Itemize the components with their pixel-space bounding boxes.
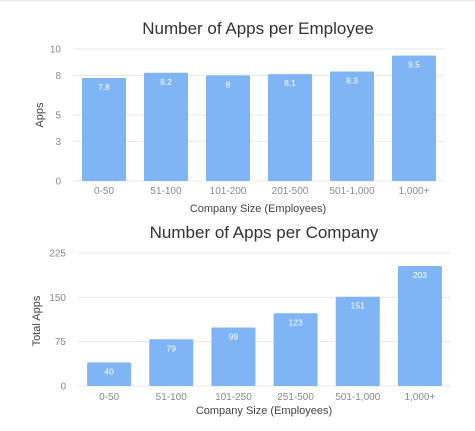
- data-label: 8.1: [284, 78, 296, 88]
- bar: [268, 74, 312, 181]
- top-border: [0, 0, 475, 1]
- bar: [392, 55, 436, 181]
- y-axis-label: Apps: [34, 102, 46, 128]
- y-tick-label: 225: [49, 249, 66, 260]
- bar: [335, 296, 380, 386]
- bar: [149, 339, 194, 386]
- x-tick-label: 501-1,000: [329, 186, 374, 197]
- x-tick-label: 0-50: [99, 392, 119, 403]
- x-tick-label: 251-500: [277, 392, 314, 403]
- data-label: 151: [351, 301, 365, 311]
- y-tick-label: 0: [60, 382, 66, 393]
- x-tick-label: 51-100: [156, 392, 188, 403]
- x-axis-label: Company Size (Employees): [196, 405, 332, 417]
- bar: [211, 327, 256, 386]
- y-axis-label: Total Apps: [31, 295, 43, 346]
- bar: [330, 71, 374, 181]
- bar: [144, 72, 188, 181]
- x-tick-label: 101-250: [215, 392, 252, 403]
- bar: [87, 362, 132, 386]
- data-label: 8.2: [160, 77, 172, 87]
- y-tick-label: 75: [55, 337, 67, 348]
- x-tick-label: 101-200: [210, 186, 247, 197]
- data-label: 8: [226, 79, 231, 89]
- data-label: 8.3: [346, 75, 358, 85]
- y-tick-label: 5: [55, 111, 61, 122]
- chart-title: Number of Apps per Company: [150, 223, 379, 242]
- x-tick-label: 201-500: [272, 186, 309, 197]
- x-tick-label: 1,000+: [404, 392, 435, 403]
- x-tick-label: 51-100: [150, 186, 182, 197]
- data-label: 123: [288, 317, 302, 327]
- data-label: 7.8: [98, 82, 110, 92]
- y-tick-label: 150: [49, 293, 66, 304]
- apps-per-employee-chart: Number of Apps per Employee Apps Company…: [34, 19, 445, 215]
- apps-per-company-chart: Number of Apps per Company Total Apps Co…: [31, 223, 451, 417]
- bar: [82, 78, 126, 181]
- y-tick-label: 0: [55, 177, 61, 188]
- y-tick-label: 3: [55, 137, 61, 148]
- x-tick-label: 501-1,000: [335, 392, 380, 403]
- data-label: 99: [229, 331, 239, 341]
- y-tick-label: 10: [50, 45, 62, 56]
- x-tick-label: 0-50: [94, 186, 114, 197]
- data-label: 40: [104, 366, 114, 376]
- bar: [206, 75, 250, 181]
- chart-title: Number of Apps per Employee: [142, 19, 374, 38]
- x-tick-label: 1,000+: [399, 186, 430, 197]
- data-label: 9.5: [408, 60, 420, 70]
- data-label: 203: [413, 270, 427, 280]
- data-label: 79: [167, 343, 177, 353]
- bar: [397, 266, 442, 386]
- bar: [273, 313, 318, 386]
- y-tick-label: 8: [55, 71, 61, 82]
- x-axis-label: Company Size (Employees): [190, 203, 326, 215]
